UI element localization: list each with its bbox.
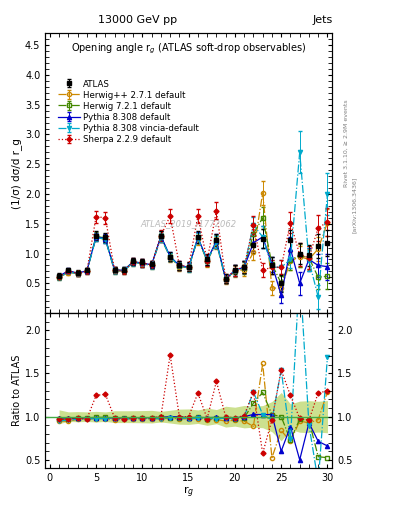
Text: Jets: Jets [312, 14, 332, 25]
Text: Rivet 3.1.10, ≥ 2.9M events: Rivet 3.1.10, ≥ 2.9M events [344, 99, 349, 187]
Text: Opening angle r$_g$ (ATLAS soft-drop observables): Opening angle r$_g$ (ATLAS soft-drop obs… [71, 41, 306, 56]
Y-axis label: (1/σ) dσ/d r_g: (1/σ) dσ/d r_g [11, 138, 22, 208]
Text: [arXiv:1306.3436]: [arXiv:1306.3436] [352, 177, 357, 233]
X-axis label: r$_g$: r$_g$ [183, 485, 194, 500]
Text: ATLAS_2019_I1772062: ATLAS_2019_I1772062 [141, 219, 237, 228]
Text: 13000 GeV pp: 13000 GeV pp [98, 14, 177, 25]
Legend: ATLAS, Herwig++ 2.7.1 default, Herwig 7.2.1 default, Pythia 8.308 default, Pythi: ATLAS, Herwig++ 2.7.1 default, Herwig 7.… [58, 79, 199, 144]
Y-axis label: Ratio to ATLAS: Ratio to ATLAS [12, 355, 22, 426]
